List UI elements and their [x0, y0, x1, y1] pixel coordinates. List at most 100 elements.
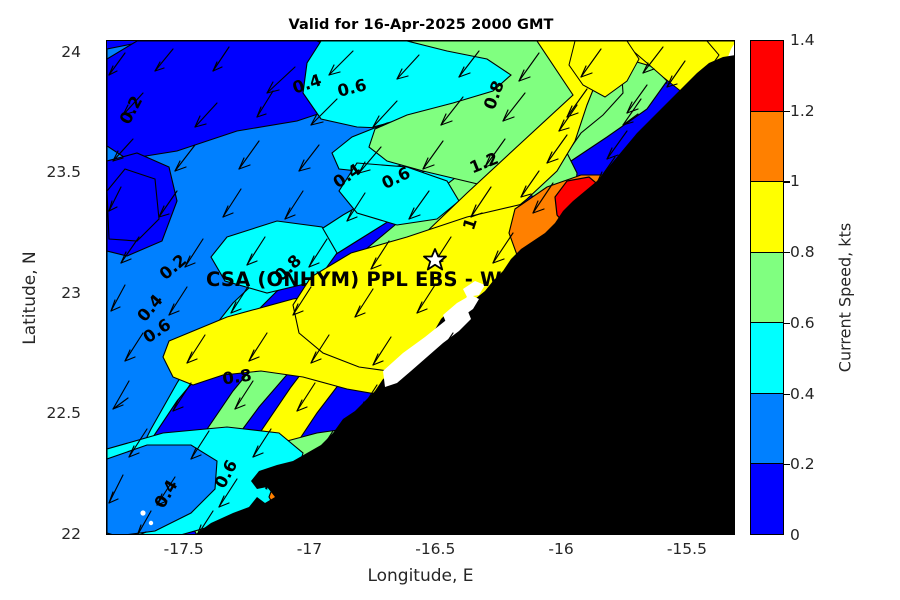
vector-arrow	[328, 50, 354, 76]
vector-arrow	[314, 430, 334, 460]
y-axis-label: Latitude, N	[20, 251, 40, 345]
vector-arrow	[110, 284, 126, 312]
vector-arrow	[666, 60, 686, 88]
colorbar[interactable]	[750, 40, 784, 535]
vector-arrow	[280, 480, 300, 510]
vector-arrow	[137, 510, 152, 534]
vector-arrow	[128, 428, 148, 458]
vector-arrow	[310, 98, 338, 126]
vector-arrow	[212, 46, 230, 72]
star-marker	[423, 248, 447, 271]
y-tick-label: 24	[61, 42, 81, 61]
vector-arrow	[372, 100, 398, 128]
contour-map-svg	[107, 41, 734, 534]
vector-arrow	[259, 512, 276, 534]
vector-arrow	[622, 98, 642, 126]
vector-arrow	[346, 192, 366, 222]
vector-arrow	[606, 130, 628, 160]
coastal-islet-c	[466, 296, 472, 302]
y-tick-label: 22.5	[46, 404, 81, 423]
vector-arrow	[292, 286, 312, 316]
colorbar-band	[751, 252, 783, 324]
colorbar-tick-label: 1.2	[790, 101, 815, 120]
vector-arrow	[256, 90, 274, 118]
colorbar-tick-mark	[784, 110, 790, 112]
x-tick-label: -16.5	[415, 540, 456, 558]
vector-arrow	[122, 92, 144, 116]
vector-arrow	[112, 138, 134, 162]
vector-arrow	[124, 332, 144, 362]
vector-arrow	[120, 236, 140, 264]
coastal-lagoon	[383, 309, 471, 387]
vector-arrow	[354, 506, 374, 534]
vector-arrow	[222, 188, 242, 218]
vector-arrow	[238, 140, 260, 170]
colorbar-band	[751, 464, 783, 534]
colorbar-title: Current Speed, kts	[835, 222, 855, 373]
coastal-inlet-small	[463, 281, 485, 297]
vector-arrow	[396, 54, 420, 80]
vector-arrow	[197, 510, 214, 534]
colorbar-tick-label: 0.2	[790, 455, 815, 474]
vector-arrow	[324, 454, 344, 482]
colorbar-tick-mark	[784, 252, 790, 254]
vector-arrow	[580, 48, 602, 78]
colorbar-band	[751, 111, 783, 183]
vector-arrow	[310, 334, 330, 364]
current-vector-field	[108, 46, 686, 534]
vector-arrow	[154, 48, 174, 72]
vector-arrow	[108, 52, 126, 76]
x-axis-label: Longitude, E	[367, 566, 474, 586]
colorbar-tick-label: 0.6	[790, 313, 815, 332]
vector-arrow	[518, 288, 538, 316]
colorbar-band	[751, 182, 783, 253]
colorbar-tick-label: 0.4	[790, 384, 815, 403]
vector-arrow	[596, 156, 616, 184]
vector-arrow	[400, 454, 420, 482]
x-tick-label: -17	[296, 540, 323, 558]
vector-arrow	[532, 182, 554, 214]
vector-arrow	[354, 288, 374, 318]
vector-arrow	[520, 170, 540, 198]
vector-arrow	[296, 382, 316, 412]
x-tick-label: -17.5	[163, 540, 204, 558]
x-tick-label: -16	[548, 540, 574, 558]
colorbar-band	[751, 40, 783, 112]
vector-arrow	[372, 336, 392, 366]
vector-arrow	[156, 476, 176, 506]
vector-arrow	[476, 280, 498, 312]
colorbar-tick-label: 0.8	[790, 243, 815, 262]
vector-arrow	[112, 380, 130, 410]
vector-arrow	[432, 332, 454, 364]
vector-arrow	[370, 240, 390, 270]
y-tick-label: 23	[61, 283, 81, 302]
vector-arrow	[440, 400, 460, 428]
vector-arrow	[558, 104, 578, 132]
vector-arrow	[358, 146, 382, 174]
colorbar-tick-mark	[784, 181, 790, 183]
vector-arrow	[558, 230, 578, 258]
vector-arrow	[174, 144, 196, 172]
vector-arrow	[498, 450, 516, 476]
vector-arrow	[408, 190, 430, 220]
coastal-lagoon-branch	[443, 295, 479, 325]
chart-title: Valid for 16-Apr-2025 2000 GMT	[288, 17, 554, 33]
vector-arrow	[184, 238, 204, 268]
speed-core-min-midwest	[107, 168, 160, 242]
vector-arrow	[190, 430, 210, 460]
map-plot-area[interactable]	[106, 40, 735, 535]
vector-arrow	[108, 474, 124, 504]
colorbar-tick-label: 1.4	[790, 31, 815, 49]
speed-core-min-northwest	[107, 41, 368, 160]
vector-arrow	[218, 478, 238, 508]
vector-arrow	[168, 286, 188, 316]
vector-arrow	[342, 478, 362, 508]
vector-arrow	[642, 46, 664, 74]
vector-arrow	[194, 102, 218, 128]
vector-arrow	[484, 138, 506, 168]
vector-arrow	[480, 346, 500, 374]
vector-arrow	[418, 380, 440, 412]
landmass	[195, 55, 734, 534]
colorbar-band	[751, 323, 783, 394]
vector-arrow	[252, 428, 272, 458]
